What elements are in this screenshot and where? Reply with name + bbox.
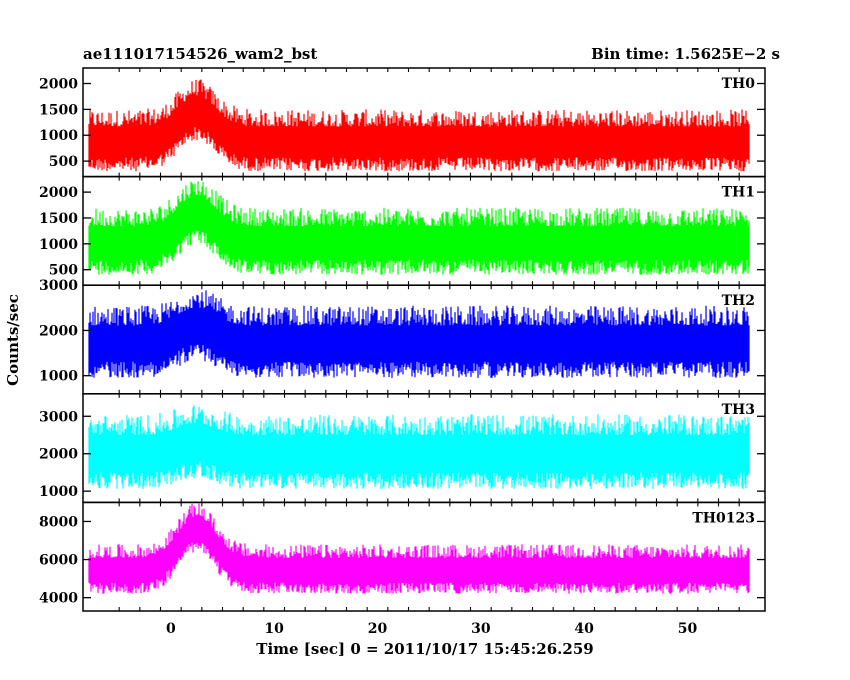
y-tick-label: 1000 bbox=[39, 237, 78, 253]
y-tick-label: 500 bbox=[49, 154, 78, 170]
x-tick-label: 50 bbox=[678, 621, 698, 637]
x-tick-label: 0 bbox=[166, 621, 176, 637]
y-axis-label: Counts/sec bbox=[4, 294, 22, 386]
series-line-th3 bbox=[88, 405, 750, 490]
panel-label-th1: TH1 bbox=[722, 185, 755, 201]
y-tick-label: 3000 bbox=[39, 409, 78, 425]
y-tick-label: 1000 bbox=[39, 369, 78, 385]
x-tick-label: 10 bbox=[264, 621, 284, 637]
x-axis-label: Time [sec] 0 = 2011/10/17 15:45:26.259 bbox=[256, 640, 593, 658]
y-tick-label: 2000 bbox=[39, 447, 78, 463]
panel-label-th0123: TH0123 bbox=[692, 510, 755, 526]
y-tick-label: 1000 bbox=[39, 484, 78, 500]
series-line-th0 bbox=[88, 79, 750, 172]
x-tick-label: 40 bbox=[574, 621, 594, 637]
x-tick-label: 30 bbox=[471, 621, 491, 637]
y-tick-label: 8000 bbox=[39, 514, 78, 530]
y-tick-label: 4000 bbox=[39, 591, 78, 607]
y-tick-label: 1500 bbox=[39, 211, 78, 227]
panel-label-th0: TH0 bbox=[722, 76, 756, 92]
chart-title-right: Bin time: 1.5625E−2 s bbox=[591, 45, 780, 63]
y-tick-label: 1500 bbox=[39, 102, 78, 118]
series-line-th1 bbox=[88, 181, 750, 275]
y-tick-label: 500 bbox=[49, 263, 78, 279]
y-tick-label: 2000 bbox=[39, 185, 78, 201]
y-tick-label: 6000 bbox=[39, 553, 78, 569]
y-tick-label: 2000 bbox=[39, 323, 78, 339]
x-tick-label: 20 bbox=[368, 621, 388, 637]
panel-label-th3: TH3 bbox=[722, 402, 755, 418]
series-line-th0123 bbox=[88, 503, 750, 594]
chart-title-left: ae111017154526_wam2_bst bbox=[83, 45, 317, 63]
panel-label-th2: TH2 bbox=[722, 293, 755, 309]
y-tick-label: 3000 bbox=[39, 278, 78, 294]
series-line-th2 bbox=[88, 290, 750, 378]
y-tick-label: 2000 bbox=[39, 77, 78, 93]
y-tick-label: 1000 bbox=[39, 128, 78, 144]
panel-frame bbox=[82, 501, 766, 612]
